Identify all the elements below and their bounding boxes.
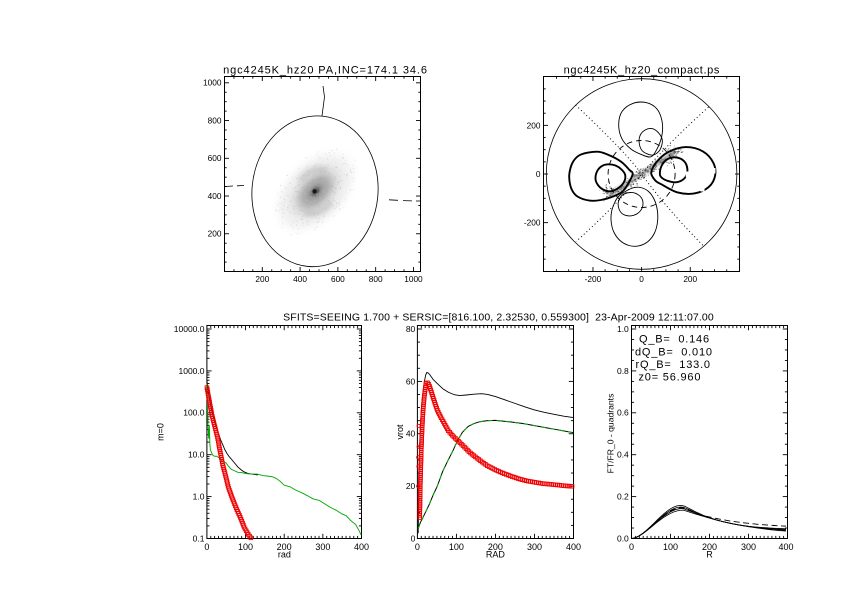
svg-text:100: 100 [238,542,253,552]
svg-text:0: 0 [629,542,634,552]
svg-text:20: 20 [406,481,416,491]
svg-text:200: 200 [702,542,717,552]
svg-text:40: 40 [406,429,416,439]
svg-text:0.4: 0.4 [617,450,629,460]
svg-text:60: 60 [406,376,416,386]
svg-text:z0= 56.960: z0= 56.960 [639,371,702,383]
svg-text:0.2: 0.2 [617,492,629,502]
svg-text:0: 0 [415,542,420,552]
svg-text:0: 0 [536,169,541,179]
svg-text:400: 400 [208,191,222,201]
svg-text:FT/FR_0 - quadrants: FT/FR_0 - quadrants [606,394,616,474]
svg-text:200: 200 [488,542,503,552]
svg-text:200: 200 [277,542,292,552]
svg-text:-200: -200 [585,274,602,284]
svg-text:0.8: 0.8 [617,366,629,376]
svg-text:vrot: vrot [395,424,405,440]
svg-text:800: 800 [208,115,222,125]
svg-text:200: 200 [255,274,269,284]
svg-text:800: 800 [369,274,383,284]
svg-text:0: 0 [639,274,644,284]
svg-text:400: 400 [566,542,581,552]
svg-text:0.1: 0.1 [193,533,205,543]
svg-text:300: 300 [527,542,542,552]
svg-text:R: R [706,550,713,560]
svg-text:-200: -200 [524,218,541,228]
svg-text:100: 100 [663,542,678,552]
svg-text:ngc4245K_hz20 PA,INC=174.1 34.: ngc4245K_hz20 PA,INC=174.1 34.6 [223,65,428,77]
svg-text:0: 0 [411,533,416,543]
svg-text:300: 300 [315,542,330,552]
svg-text:1000.0: 1000.0 [179,366,205,376]
svg-text:100.0: 100.0 [183,408,205,418]
svg-text:1000: 1000 [203,78,222,88]
svg-text:200: 200 [683,274,697,284]
svg-text:100: 100 [449,542,464,552]
svg-text:rad: rad [278,550,291,560]
svg-text:80: 80 [406,324,416,334]
svg-text:dQ_B= 0.010: dQ_B= 0.010 [635,347,713,359]
svg-text:600: 600 [331,274,345,284]
svg-text:m=0: m=0 [156,423,166,441]
svg-text:200: 200 [527,120,541,130]
svg-text:ngc4245K_hz20_compact.ps: ngc4245K_hz20_compact.ps [564,65,720,77]
svg-text:400: 400 [354,542,369,552]
svg-text:200: 200 [208,229,222,239]
svg-text:0: 0 [204,542,209,552]
svg-text:600: 600 [208,153,222,163]
svg-text:rQ_B= 133.0: rQ_B= 133.0 [636,359,711,371]
svg-text:SFITS=SEEING 1.700 + SERSIC=[8: SFITS=SEEING 1.700 + SERSIC=[816.100, 2.… [283,311,714,323]
svg-text:Q_B= 0.146: Q_B= 0.146 [639,333,710,345]
svg-text:RAD: RAD [486,550,506,560]
svg-text:400: 400 [778,542,793,552]
svg-text:300: 300 [741,542,756,552]
svg-text:400: 400 [293,274,307,284]
svg-text:0.6: 0.6 [617,408,629,418]
svg-text:1.0: 1.0 [193,492,205,502]
svg-text:1.0: 1.0 [617,324,629,334]
svg-text:0.0: 0.0 [617,533,629,543]
svg-text:1000: 1000 [404,274,423,284]
svg-text:10000.0: 10000.0 [174,324,205,334]
svg-text:10.0: 10.0 [188,450,205,460]
